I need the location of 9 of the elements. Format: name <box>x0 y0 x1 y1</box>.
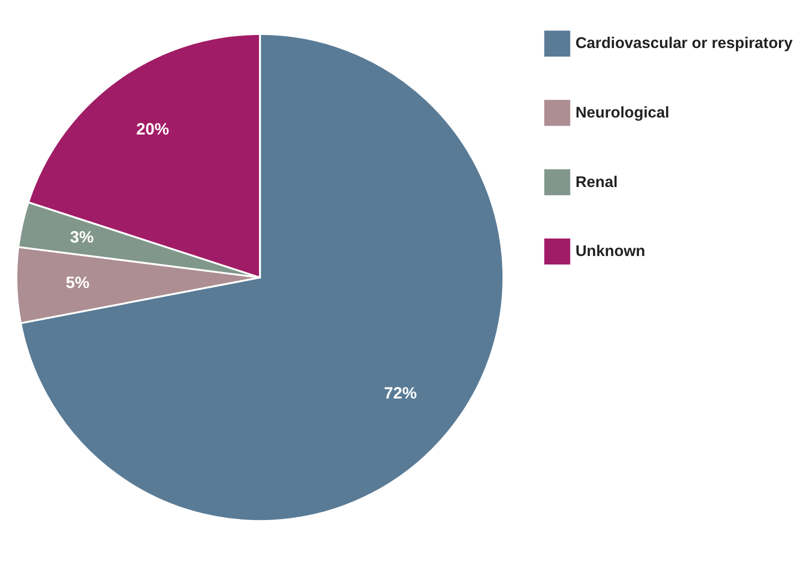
legend-label: Renal <box>575 174 618 191</box>
legend-label: Neurological <box>575 104 670 122</box>
data-label: 3% <box>70 228 94 246</box>
pie-slice <box>20 33 504 522</box>
data-label: 5% <box>66 274 90 292</box>
legend-label: Unknown <box>575 243 646 260</box>
data-label: 20% <box>136 120 170 138</box>
legend-label: Cardiovascular or respiratory <box>575 35 793 52</box>
data-label: 72% <box>384 384 418 402</box>
